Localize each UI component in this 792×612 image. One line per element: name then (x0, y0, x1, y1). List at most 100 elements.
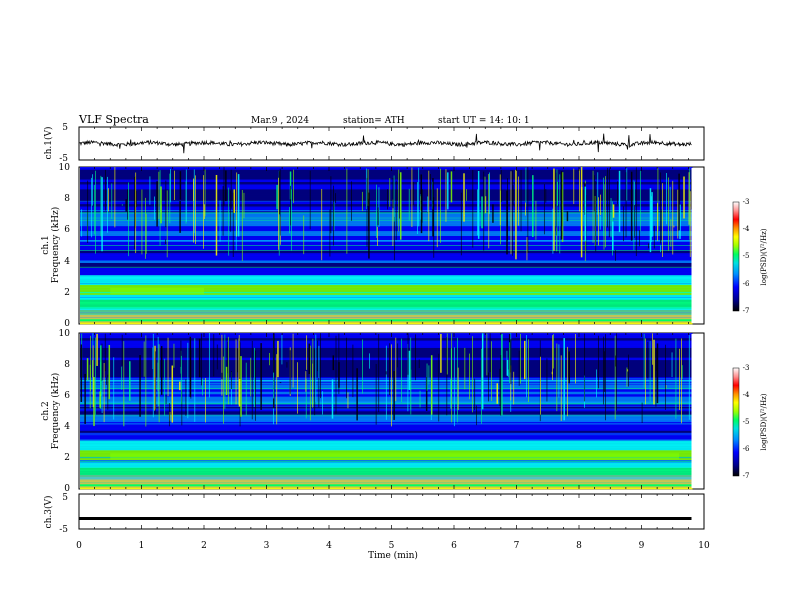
ch3-waveform-frame (78, 493, 705, 530)
ch2-spec-band (80, 467, 693, 470)
ch1-spec-band (80, 206, 693, 210)
ch1-spec-band (80, 284, 693, 288)
ch2-colorbar-label: log(PSD)(V²/Hz) (760, 393, 768, 450)
x-tick-label-0: 0 (76, 541, 82, 551)
ch1-spec-band (80, 238, 693, 241)
ch2-spec-band (80, 486, 693, 490)
ch1-spec-band (80, 292, 693, 295)
ch3-ylabel: ch.3(V) (43, 496, 54, 529)
ch1-spectrogram-image (80, 167, 703, 325)
ch1-colorbar (732, 201, 740, 312)
ch1-spec-ytick-0: 0 (64, 319, 70, 329)
ch1-spec-band (80, 321, 693, 325)
ch1-spec-band (80, 265, 693, 268)
ch2-spec-band (80, 432, 693, 436)
ch1-spec-band (80, 174, 693, 178)
ch1-spec-band (80, 270, 693, 273)
ch1-cb-tick-m6: -6 (743, 280, 750, 288)
ch2-spec-band (80, 469, 693, 473)
ch2-spec-band (80, 471, 693, 475)
ch1-spec-band (80, 272, 693, 276)
ch1-spec-ytick-6: 6 (64, 225, 70, 235)
ch2-spec-lowfreq-line (80, 484, 693, 487)
ch2-spec-empty-tail (691, 334, 703, 488)
ch1-spec-band (80, 230, 693, 234)
ch2-cb-tick-m7: -7 (743, 472, 750, 480)
ch2-spec-band (80, 423, 693, 426)
ch2-cb-tick-m3: -3 (743, 364, 750, 372)
ch1-spec-band (80, 220, 693, 224)
x-tick-label-10: 10 (698, 541, 710, 551)
ch1-spec-band (80, 282, 693, 286)
ch2-cb-tick-m5: -5 (743, 418, 750, 426)
ch2-spec-band (80, 442, 693, 446)
ch1-waveform-panel: 5 -5 ch.1(V) (43, 123, 705, 164)
ch2-spec-ytick-0: 0 (64, 484, 70, 494)
ch2-spec-band (80, 462, 693, 465)
ch1-spec-band (80, 228, 693, 232)
ch1-spec-band (80, 277, 693, 281)
station-label: station= ATH (343, 116, 405, 126)
ch2-spec-band (80, 445, 693, 448)
ch2-spec-band (80, 425, 693, 429)
ch1-colorbar-label: log(PSD)(V²/Hz) (760, 228, 768, 285)
ch1-spec-ytick-4: 4 (64, 257, 70, 267)
x-tick-label-1: 1 (139, 541, 145, 551)
ch1-spec-band (80, 181, 693, 185)
ch2-spec-band (80, 342, 693, 346)
ch1-spec-band (80, 208, 693, 212)
ch1-spec-ytick-2: 2 (64, 288, 70, 298)
x-tick-label-6: 6 (451, 541, 457, 551)
ch1-spec-ytick-8: 8 (64, 194, 70, 204)
ch2-spec-ytick-8: 8 (64, 360, 70, 370)
ch2-spec-ytick-10: 10 (59, 329, 71, 339)
ch1-spec-band (80, 267, 693, 271)
ch1-spec-empty-tail (691, 168, 703, 323)
ch1-spec-band (80, 233, 693, 236)
ch1-spec-band (80, 262, 693, 266)
ch1-spec-band (80, 203, 693, 207)
start-time-label: start UT = 14: 10: 1 (438, 116, 530, 126)
ch2-spectrogram-panel: 10 8 6 4 2 0 ch.2 Frequency (kHz) -3 -4 … (41, 329, 768, 494)
ch1-spec-band (80, 167, 693, 170)
ch2-cb-tick-m4: -4 (743, 391, 750, 399)
ch1-trace-line (79, 133, 692, 154)
ch1-spec-band (80, 213, 693, 217)
ch2-spec-yticks: 10 8 6 4 2 0 (59, 329, 71, 494)
ch1-spec-band (80, 225, 693, 229)
ch1-spec-band (80, 235, 693, 239)
x-tick-marks (78, 127, 705, 529)
ch1-spec-band (80, 169, 693, 173)
ch1-spec-band (80, 304, 693, 308)
ch1-spec-ytick-10: 10 (59, 163, 71, 173)
ch2-spec-band (80, 447, 693, 451)
ch1-spec-band (80, 198, 693, 202)
ch3-ytick-top: 5 (62, 493, 68, 503)
ch1-spec-ylabel-ch: ch.1 (41, 235, 51, 254)
ch2-spec-band (80, 337, 693, 341)
x-tick-label-7: 7 (514, 541, 520, 551)
ch1-spec-band (80, 287, 693, 290)
x-tick-label-2: 2 (201, 541, 207, 551)
ch1-spec-band (80, 216, 693, 219)
ch1-spec-strong-band (110, 287, 204, 295)
ch2-spec-band (80, 340, 693, 344)
ch1-spec-band (80, 247, 693, 251)
ch2-spec-ytick-4: 4 (64, 422, 70, 432)
figure-title: VLF Spectra (78, 113, 149, 126)
ch1-ytick-bottom: -5 (59, 154, 68, 164)
ch1-spec-band (80, 171, 693, 175)
ch2-cb-tick-m6: -6 (743, 445, 750, 453)
x-tick-label-5: 5 (389, 541, 395, 551)
ch1-trace (79, 133, 692, 154)
ch2-spec-band (80, 430, 693, 434)
ch1-spec-yticks: 10 8 6 4 2 0 (59, 163, 71, 329)
ch1-spec-band (80, 245, 693, 249)
x-tick-label-4: 4 (326, 541, 332, 551)
ch1-spec-lowfreq-strip (80, 309, 693, 323)
ch1-cb-tick-m3: -3 (743, 198, 750, 206)
ch1-spec-band (80, 176, 693, 180)
ch3-ytick-bottom: -5 (59, 525, 68, 535)
ch2-spec-band (80, 440, 693, 443)
